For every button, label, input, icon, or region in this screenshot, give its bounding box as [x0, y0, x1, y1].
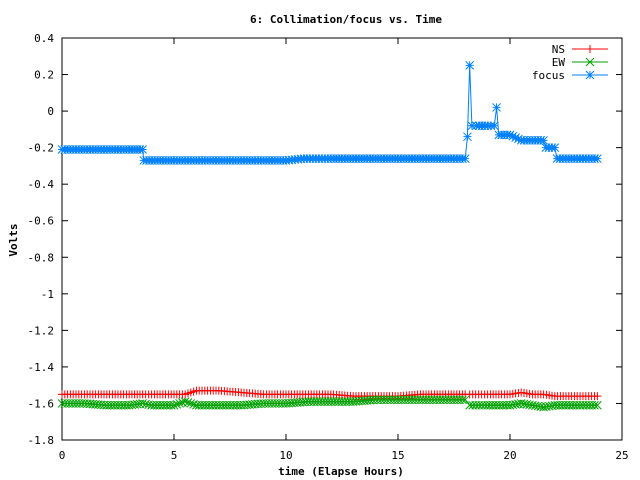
legend-label: NS	[552, 43, 565, 56]
y-tick-label: -0.6	[28, 215, 55, 228]
data-point-focus	[465, 61, 475, 70]
legend-label: EW	[552, 56, 566, 69]
y-tick-label: 0.2	[34, 69, 54, 82]
y-tick-label: -1.2	[28, 324, 55, 337]
data-point-focus	[593, 154, 602, 163]
data-point-focus	[489, 121, 499, 131]
y-tick-label: -1.8	[28, 434, 55, 447]
data-point-focus	[492, 103, 501, 112]
legend-marker	[586, 45, 594, 53]
x-tick-label: 25	[615, 449, 628, 462]
data-point-focus	[138, 145, 147, 154]
x-tick-label: 10	[279, 449, 292, 462]
x-tick-label: 20	[503, 449, 516, 462]
data-point-EW	[460, 395, 470, 405]
y-tick-label: -1.4	[28, 361, 55, 374]
series-NS	[58, 386, 602, 401]
x-tick-label: 0	[59, 449, 66, 462]
data-point-EW	[186, 399, 196, 408]
x-tick-label: 15	[391, 449, 404, 462]
y-axis-label: Volts	[7, 223, 20, 256]
data-point-focus	[508, 131, 518, 141]
data-point-EW	[169, 400, 179, 410]
legend-label: focus	[532, 69, 565, 82]
y-tick-label: -1.6	[28, 397, 55, 410]
y-tick-label: -1	[41, 288, 54, 301]
legend-marker	[585, 57, 595, 67]
data-point-EW	[172, 400, 182, 409]
data-point-focus	[539, 135, 548, 145]
series-layer	[57, 61, 602, 412]
axis-ticks: 0 5 10 15 20 25 0.4 0.2 0 -0.2 -0.4 -0.6 -0.8 -1 -1.2 -…	[28, 32, 629, 462]
data-point-focus	[514, 134, 523, 144]
data-point-EW	[175, 399, 184, 408]
x-axis-label: time (Elapse Hours)	[278, 465, 404, 478]
data-point-focus	[511, 133, 520, 142]
y-tick-label: -0.2	[28, 142, 55, 155]
data-point-EW	[180, 397, 190, 406]
y-tick-label: 0.4	[34, 32, 54, 45]
y-tick-label: -0.4	[28, 178, 55, 191]
data-point-EW	[183, 398, 193, 407]
data-point-focus	[550, 143, 560, 152]
series-EW	[57, 395, 602, 412]
data-point-focus	[467, 121, 477, 131]
data-point-NS	[593, 392, 602, 401]
x-tick-label: 5	[171, 449, 178, 462]
plot-frame	[61, 37, 623, 441]
data-point-EW	[189, 400, 198, 409]
data-point-EW	[590, 400, 599, 410]
data-point-focus	[463, 132, 472, 142]
chart-title: 6: Collimation/focus vs. Time	[250, 13, 442, 26]
y-tick-label: 0	[47, 105, 54, 118]
legend-marker	[585, 70, 595, 80]
data-point-EW	[593, 400, 602, 410]
data-point-focus	[460, 154, 470, 163]
y-tick-label: -0.8	[28, 251, 55, 264]
series-focus	[57, 61, 602, 165]
data-point-focus	[505, 130, 515, 140]
data-point-EW	[458, 395, 467, 405]
